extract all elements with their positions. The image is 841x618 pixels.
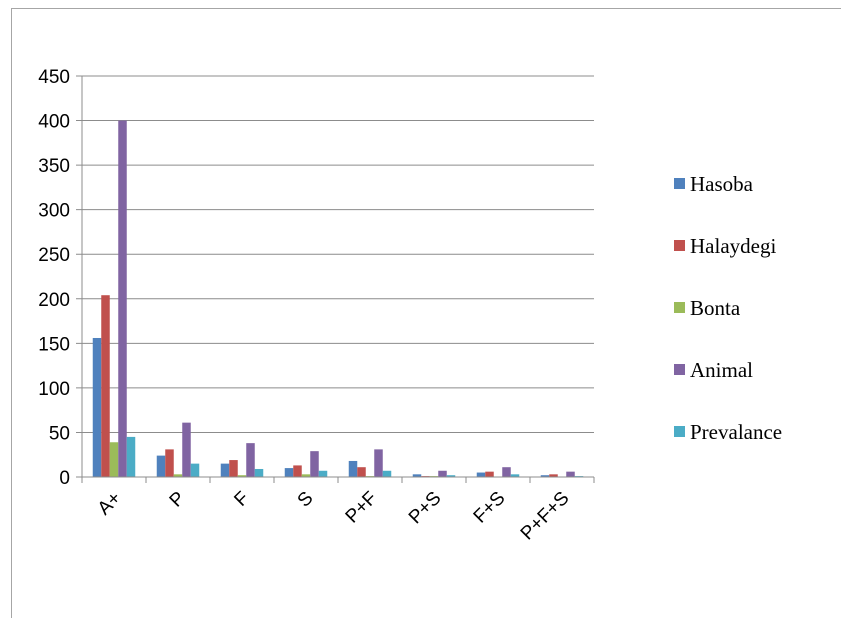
y-tick-label: 250 [38,245,70,266]
bar-hasoba [476,472,486,477]
y-tick-label: 200 [38,290,70,311]
legend-label-prevalance: Prevalance [690,420,782,444]
bar-halaydegi [485,471,494,477]
bar-prevalance [190,463,200,477]
bar-animal [310,451,319,477]
bar-hasoba [540,475,550,477]
legend-swatch-hasoba [674,178,685,189]
bar-bonta [109,442,119,477]
bar-animal [502,467,511,477]
x-tick-label: P [166,488,190,512]
bar-hasoba [92,337,102,477]
bar-halaydegi [357,467,366,477]
bar-halaydegi [549,474,558,477]
bar-animal [566,471,575,477]
bar-animal [374,449,383,477]
y-tick-label: 350 [38,156,70,177]
legend-swatch-prevalance [674,426,685,437]
bar-animal [118,120,127,478]
legend-swatch-animal [674,364,685,375]
bar-bonta [173,474,183,477]
bar-bonta [237,475,247,477]
chart-frame [11,8,841,618]
x-tick-label: A+ [94,488,126,520]
x-tick-label: F+S [470,488,510,528]
bar-animal [246,443,255,477]
legend-label-halaydegi: Halaydegi [690,234,776,258]
y-tick-label: 50 [49,423,70,444]
legend-swatch-halaydegi [674,240,685,251]
legend-label-bonta: Bonta [690,296,741,320]
bar-halaydegi [229,460,238,477]
bar-bonta [301,474,311,477]
legend-swatch-bonta [674,302,685,313]
legend: Hasoba Halaydegi Bonta Animal Prevalance [674,172,782,444]
bar-halaydegi [293,465,302,477]
x-tick-label: P+F [342,488,382,528]
bar-halaydegi [101,295,110,477]
legend-label-animal: Animal [690,358,753,382]
y-tick-label: 150 [38,334,70,355]
x-tick-label: F [230,488,253,511]
bar-hasoba [348,460,358,477]
bar-hasoba [284,468,294,477]
axes [76,76,595,483]
y-tick-label: 300 [38,201,70,222]
y-tick-labels: 0 50 100 150 200 250 300 350 400 450 [38,67,70,489]
y-tick-label: 400 [38,112,70,133]
bar-hasoba [412,474,422,477]
bar-halaydegi [165,449,174,477]
x-tick-label: P+F+S [517,488,574,545]
bar-prevalance [510,474,520,477]
bar-prevalance [126,436,136,477]
x-tick-label: S [294,488,318,512]
y-tick-label: 0 [59,468,70,489]
bar-prevalance [382,470,392,477]
bar-animal [182,422,191,477]
bar-prevalance [446,475,456,477]
bar-hasoba [220,463,230,477]
bar-prevalance [254,468,264,477]
y-tick-label: 100 [38,379,70,400]
gridlines [76,75,594,433]
bar-hasoba [156,455,166,477]
bar-prevalance [318,470,328,477]
x-tick-labels: A+ P F S P+F P+S F+S P+F+S [94,488,574,545]
bars [92,120,584,478]
legend-label-hasoba: Hasoba [690,172,754,196]
x-tick-label: P+S [405,488,446,529]
bar-animal [438,470,447,477]
y-tick-label: 450 [38,67,70,88]
